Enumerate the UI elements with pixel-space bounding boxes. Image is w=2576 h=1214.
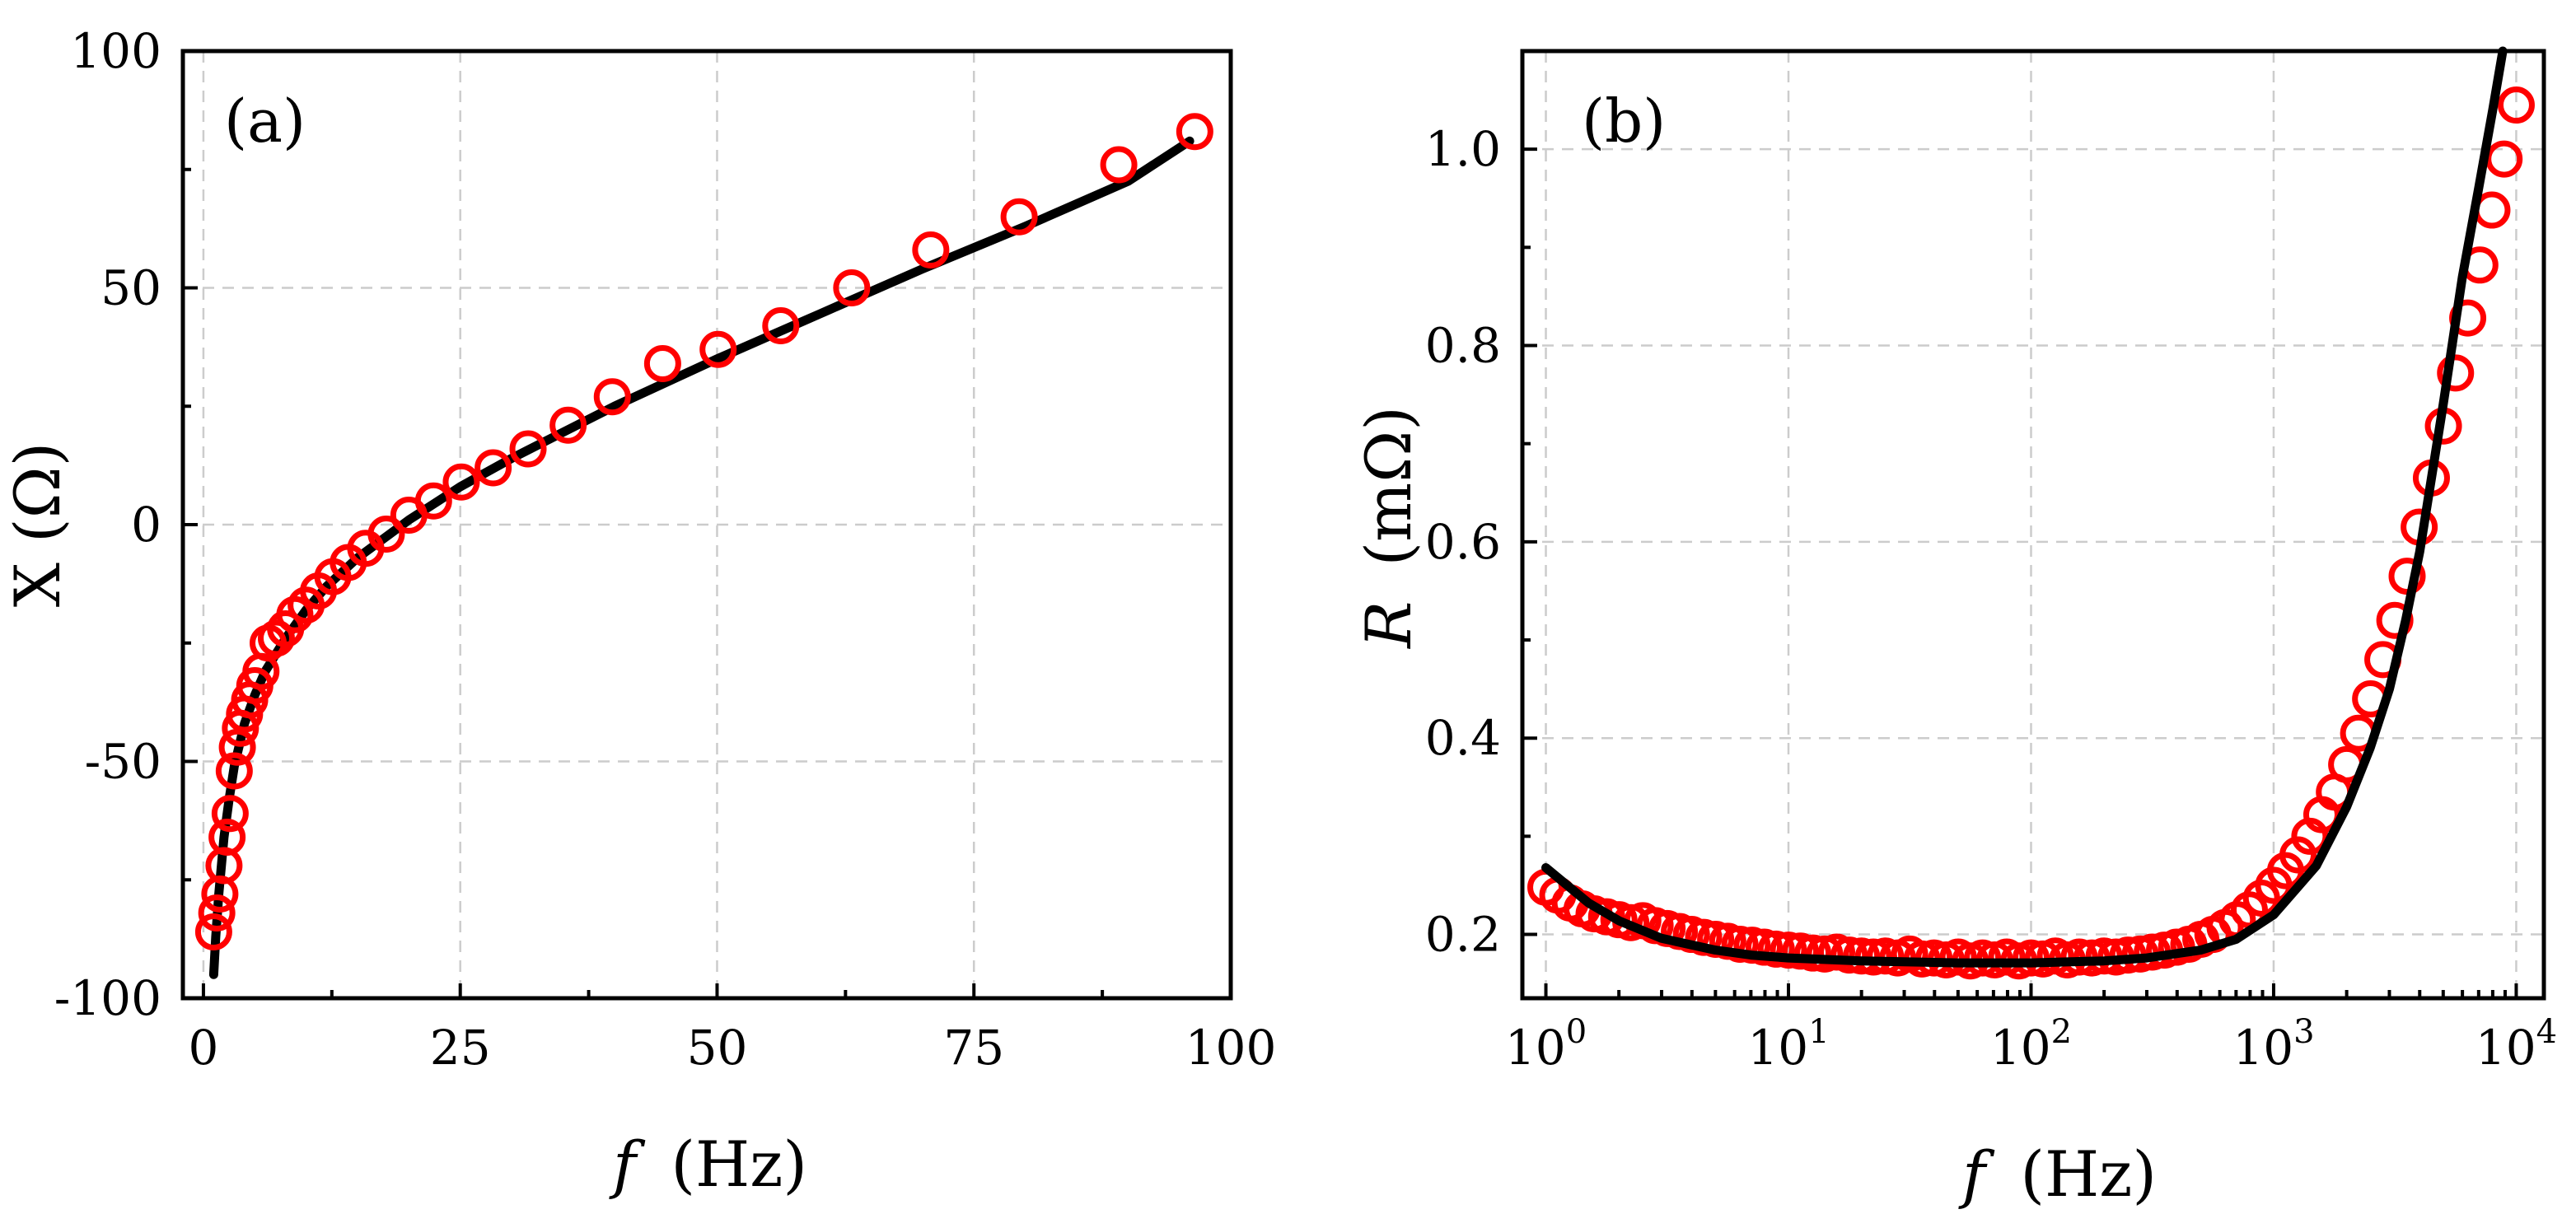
data-point [475, 449, 512, 487]
data-point [509, 430, 547, 468]
x-tick-label-base: 10 [2475, 1020, 2536, 1076]
data-point [593, 378, 631, 416]
y-tick-label: 0.8 [1425, 318, 1501, 374]
data-point [208, 819, 246, 856]
fit-curve-a [208, 136, 1194, 979]
data-markers-a [194, 113, 1213, 950]
data-point [1100, 146, 1138, 184]
y-tick-label: -100 [54, 970, 161, 1026]
x-tick-label-exponent: 2 [2051, 1013, 2072, 1051]
data-point [762, 307, 800, 344]
data-point [1794, 934, 1832, 972]
y-tick-label: 0.4 [1425, 710, 1501, 766]
data-point [2497, 86, 2535, 124]
y-axis-title-b-variable: R [1352, 601, 1425, 650]
y-axis-title-b-unit: (mΩ) [1352, 406, 1425, 566]
data-point [833, 269, 871, 306]
x-tick-label-base: 10 [1747, 1020, 1808, 1076]
data-point [2279, 836, 2317, 874]
x-tick-label-base: 10 [1990, 1020, 2051, 1076]
x-tick-label-exponent: 1 [1808, 1013, 1829, 1051]
data-point [912, 231, 950, 268]
x-tick-label: 25 [430, 1020, 491, 1076]
x-tick-label-base: 10 [2232, 1020, 2293, 1076]
x-tick-label-exponent: 4 [2536, 1013, 2557, 1051]
ticks-a [183, 49, 1232, 1000]
data-point [2376, 601, 2414, 639]
data-point [257, 619, 295, 657]
fit-line [1541, 46, 2508, 968]
x-axis-title-a-unit: (Hz) [671, 1128, 807, 1201]
data-point [699, 330, 737, 368]
y-tick-label: 0 [131, 497, 161, 553]
data-point [194, 913, 232, 950]
fit-line [208, 136, 1194, 979]
data-point [643, 345, 681, 382]
y-tick-label: 1.0 [1425, 121, 1501, 177]
grid-a [183, 51, 1231, 998]
y-tick-label: 100 [70, 23, 161, 79]
data-point [442, 463, 480, 501]
x-tick-label: 100 [1505, 1013, 1587, 1076]
data-point [1721, 925, 1759, 963]
tick-labels-a: 0 25 50 75 100 -100 -50 0 50 100 [54, 23, 1277, 1076]
data-point [215, 752, 253, 790]
x-axis-title-b-unit: (Hz) [2020, 1137, 2157, 1211]
x-tick-label: 101 [1747, 1013, 1829, 1076]
data-point [1770, 932, 1807, 969]
ticks-b [1522, 147, 2518, 998]
x-tick-label-exponent: 0 [1566, 1013, 1587, 1051]
x-tick-label: 0 [188, 1020, 218, 1076]
y-tick-label: -50 [85, 734, 161, 790]
x-tick-label-base: 10 [1505, 1020, 1566, 1076]
x-tick-label: 103 [2232, 1013, 2314, 1076]
y-tick-label: 0.6 [1425, 514, 1501, 570]
x-tick-label: 102 [1990, 1013, 2072, 1076]
x-axis-title-b-variable: f [1958, 1137, 1995, 1211]
data-point [211, 795, 249, 833]
fit-curve-b [1541, 46, 2508, 968]
panel-label-a: (a) [224, 86, 306, 156]
data-point [414, 482, 452, 520]
x-tick-label-exponent: 3 [2293, 1013, 2314, 1051]
data-markers-b [1527, 86, 2535, 980]
data-point [1000, 198, 1038, 236]
data-point [218, 728, 256, 766]
data-point [1830, 936, 1868, 974]
y-axis-title-b: R (mΩ) [1352, 406, 1425, 650]
chart-panel-a: 0 25 50 75 100 -100 -50 0 50 100 (a) f (Hz) X (Ω) [1, 23, 1276, 1201]
data-point [1176, 113, 1213, 151]
x-axis-title-b: f (Hz) [1958, 1137, 2157, 1211]
x-tick-label: 104 [2475, 1013, 2557, 1076]
x-tick-label: 50 [687, 1020, 748, 1076]
data-point [549, 406, 587, 444]
panel-label-b: (b) [1582, 86, 1666, 156]
data-point [2437, 354, 2475, 392]
data-point [367, 516, 405, 553]
plot-frame-b [1520, 49, 2546, 1001]
y-tick-label: 50 [101, 260, 161, 316]
data-point [198, 894, 236, 932]
y-axis-title-a: X (Ω) [1, 442, 74, 608]
x-tick-label: 100 [1185, 1020, 1277, 1076]
x-axis-title-a-variable: f [609, 1128, 646, 1201]
data-point [1757, 930, 1795, 968]
y-tick-label: 0.2 [1425, 907, 1501, 963]
x-axis-title-a: f (Hz) [609, 1128, 807, 1201]
x-tick-label: 75 [943, 1020, 1004, 1076]
